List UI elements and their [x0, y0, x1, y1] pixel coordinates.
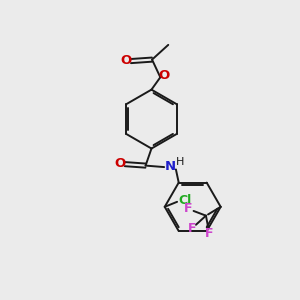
- Text: F: F: [184, 202, 193, 215]
- Text: O: O: [114, 157, 125, 170]
- Text: H: H: [176, 157, 184, 167]
- Text: F: F: [205, 227, 213, 240]
- Text: F: F: [188, 222, 196, 236]
- Text: N: N: [165, 160, 176, 173]
- Text: O: O: [120, 54, 131, 67]
- Text: Cl: Cl: [178, 194, 191, 207]
- Text: O: O: [159, 69, 170, 82]
